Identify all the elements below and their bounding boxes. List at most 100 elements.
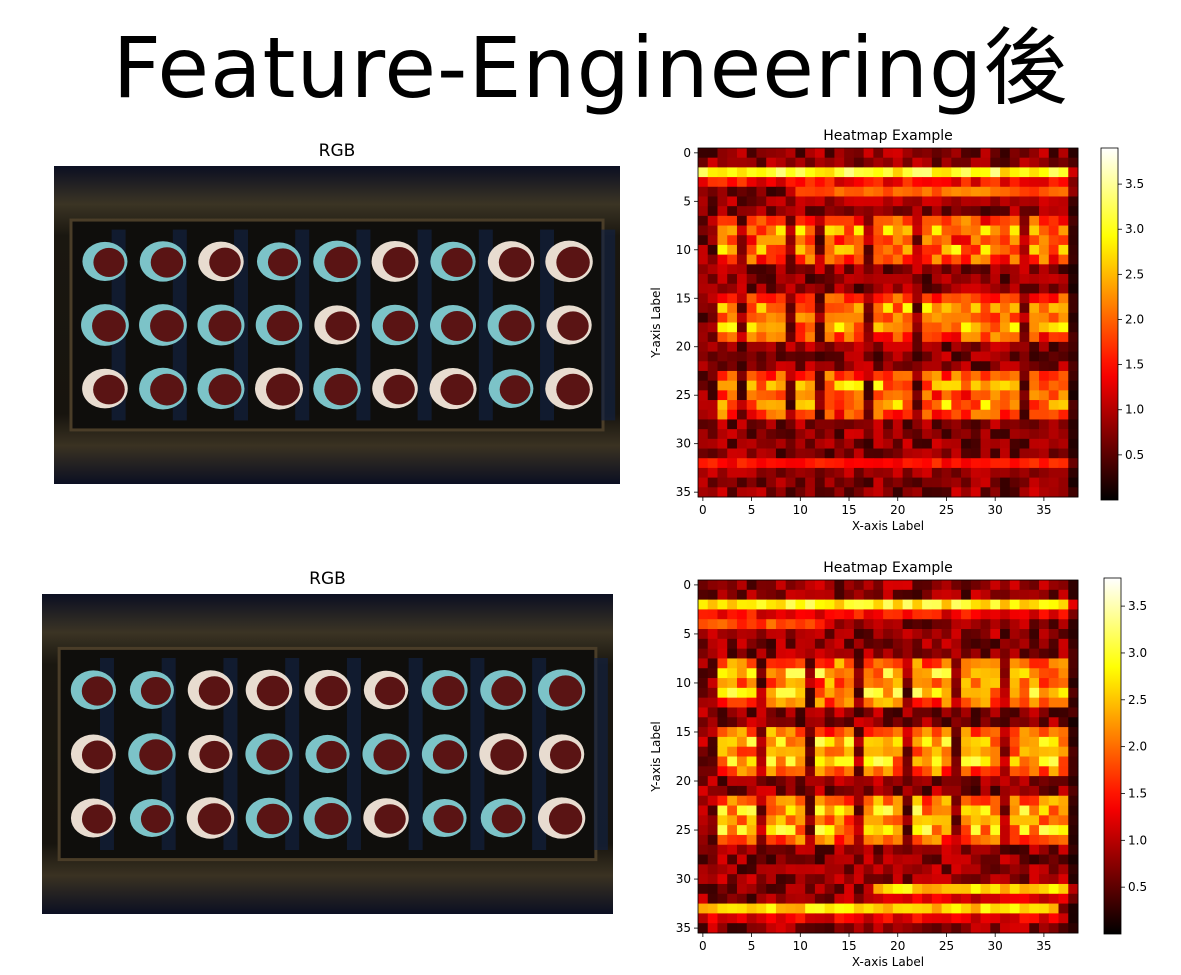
heatmap-cell <box>1009 883 1020 895</box>
heatmap-cell <box>717 668 728 679</box>
heatmap-cell <box>707 766 718 777</box>
heatmap-cell <box>961 903 972 914</box>
heatmap-cell <box>805 893 816 904</box>
heatmap-cell <box>990 206 1001 217</box>
heatmap-cell <box>1048 678 1059 689</box>
heatmap-cell <box>1000 864 1011 875</box>
heatmap-cell <box>1039 746 1050 757</box>
heatmap-cell <box>970 487 981 498</box>
heatmap-cell <box>961 380 972 391</box>
heatmap-cell <box>707 736 718 748</box>
heatmap-cell <box>1048 370 1059 382</box>
heatmap-cell <box>736 668 748 679</box>
heatmap-cell <box>912 825 923 836</box>
heatmap-cell <box>844 697 855 708</box>
heatmap-cell <box>912 746 923 757</box>
bottle-cap <box>548 803 583 835</box>
heatmap-cell <box>1000 283 1011 294</box>
heatmap-cell <box>1000 717 1011 728</box>
heatmap-cell <box>883 609 894 620</box>
heatmap-cell <box>844 467 855 479</box>
heatmap-cell <box>980 825 991 836</box>
heatmap-cell <box>941 283 952 294</box>
heatmap-cell <box>805 776 816 787</box>
heatmap-cell <box>824 648 835 659</box>
heatmap-cell <box>766 167 777 178</box>
heatmap-cell <box>727 844 738 855</box>
heatmap-cell <box>834 874 845 885</box>
heatmap-cell <box>814 206 826 217</box>
heatmap-cell <box>844 678 855 689</box>
heatmap-cell <box>912 580 923 591</box>
heatmap-cell <box>766 923 777 934</box>
heatmap-cell <box>892 727 904 738</box>
heatmap-cell <box>931 283 942 294</box>
heatmap-cell <box>707 619 718 630</box>
heatmap-cell <box>814 429 826 440</box>
heatmap-cell <box>775 351 787 362</box>
heatmap-cell <box>805 658 816 669</box>
heatmap-cell <box>805 766 816 777</box>
heatmap-cell <box>1019 717 1030 728</box>
heatmap-cell <box>1009 893 1020 904</box>
heatmap-cell <box>951 687 962 699</box>
heatmap-cell <box>1009 687 1020 699</box>
heatmap-cell <box>756 893 767 904</box>
heatmap-cell <box>824 448 835 459</box>
heatmap-cell <box>844 795 855 806</box>
heatmap-cell <box>912 864 923 875</box>
heatmap-cell <box>892 322 904 333</box>
heatmap-cell <box>775 795 787 806</box>
heatmap-cell <box>980 756 991 767</box>
heatmap-cell <box>727 795 738 806</box>
heatmap-cell <box>727 609 738 620</box>
heatmap-cell <box>970 678 981 689</box>
heatmap-cell <box>883 795 894 806</box>
heatmap-cell <box>931 854 942 865</box>
heatmap-cell <box>970 834 981 846</box>
heatmap-cell <box>1039 717 1050 728</box>
bottle-cap <box>432 740 465 770</box>
heatmap-cell <box>941 766 952 777</box>
heatmap-cell <box>727 903 738 914</box>
heatmap-cell <box>922 746 933 757</box>
heatmap-cell <box>970 390 981 401</box>
heatmap-cell <box>922 776 933 787</box>
heatmap-cell <box>922 658 933 669</box>
heatmap-cell <box>795 854 806 865</box>
heatmap-cell <box>1058 400 1069 411</box>
heatmap-cell <box>951 264 962 275</box>
heatmap-cell <box>970 215 981 226</box>
heatmap-cell <box>795 580 806 591</box>
heatmap-cell <box>1058 361 1069 372</box>
heatmap-cell <box>980 687 991 699</box>
heatmap-cell <box>902 599 913 610</box>
heatmap-cell <box>814 834 826 846</box>
heatmap-cell <box>824 785 835 797</box>
heatmap-cell <box>1039 303 1050 314</box>
heatmap-cell <box>1039 638 1050 650</box>
heatmap-cell <box>922 668 933 679</box>
heatmap-cell <box>785 487 796 498</box>
bottle-cap <box>197 803 232 835</box>
heatmap-cell <box>853 746 865 757</box>
heatmap-cell <box>892 923 904 934</box>
heatmap-cell <box>775 390 787 401</box>
heatmap-cell <box>931 206 942 217</box>
heatmap-cell <box>951 467 962 479</box>
heatmap-cell <box>970 736 981 748</box>
heatmap-cell <box>736 864 748 875</box>
heatmap-cell <box>970 361 981 372</box>
heatmap-cell <box>990 400 1001 411</box>
heatmap-cell <box>834 370 845 382</box>
heatmap-cell <box>717 795 728 806</box>
heatmap-cell <box>775 312 787 323</box>
heatmap-cell <box>698 629 709 640</box>
heatmap-cell <box>775 274 787 285</box>
heatmap-cell <box>980 206 991 217</box>
heatmap-cell <box>970 429 981 440</box>
heatmap-cell <box>892 893 904 904</box>
heatmap-cell <box>698 254 709 265</box>
heatmap-cell <box>795 697 806 708</box>
heatmap-cell <box>1029 458 1040 469</box>
